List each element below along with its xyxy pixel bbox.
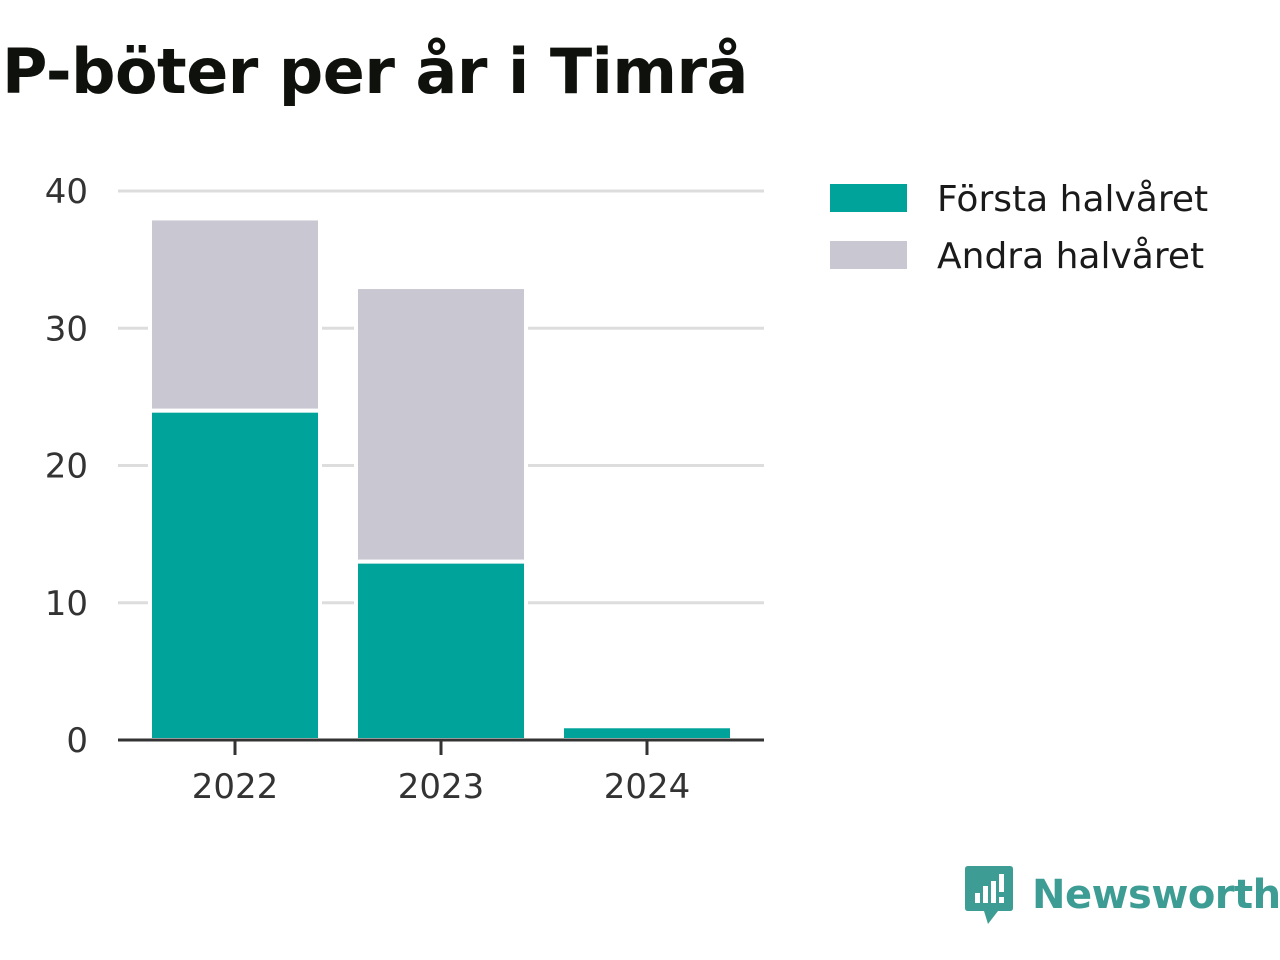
bar-segment-andra-2022 (148, 216, 322, 413)
y-tick-label: 30 (45, 309, 88, 349)
x-tick-label: 2023 (398, 767, 485, 807)
y-tick-label: 40 (45, 172, 88, 212)
legend-swatch (830, 241, 907, 269)
y-tick-label: 0 (66, 721, 88, 761)
legend-label: Första halvåret (937, 179, 1208, 220)
legend: Första halvåret Andra halvåret (830, 179, 1208, 277)
bar-segment-forsta-2022 (148, 408, 322, 742)
bar-segment-forsta-2023 (354, 559, 528, 743)
bars (148, 216, 734, 743)
brand-name: Newsworthy (1032, 872, 1280, 918)
x-tick-label: 2022 (192, 767, 279, 807)
chart-title: P-böter per år i Timrå (2, 35, 748, 108)
x-tick-label: 2024 (604, 767, 691, 807)
axes: 0 10 20 30 40 2022 2023 2024 (45, 172, 764, 807)
y-tick-label: 10 (45, 584, 88, 624)
brand: Newsworthy (964, 864, 1280, 926)
bar-segment-forsta-2024 (560, 724, 734, 743)
legend-swatch (830, 184, 907, 212)
bar-segment-andra-2023 (354, 285, 528, 564)
y-tick-label: 20 (45, 447, 88, 487)
newsworthy-logo-icon (965, 866, 1013, 924)
legend-label: Andra halvåret (937, 236, 1204, 277)
